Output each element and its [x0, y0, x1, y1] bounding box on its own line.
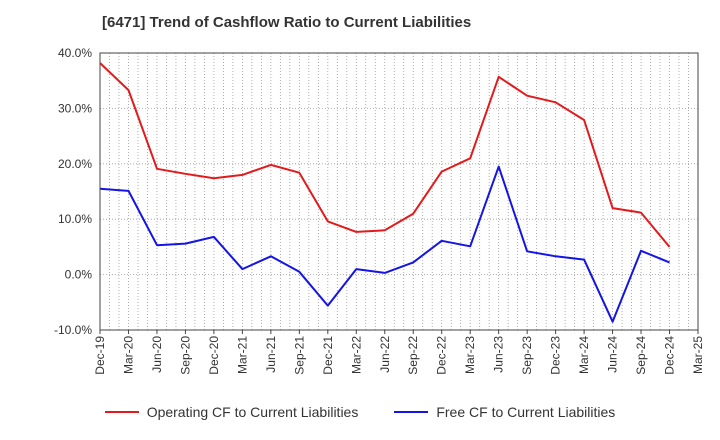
x-tick-label: Mar-23 [463, 336, 477, 374]
y-tick-label: 30.0% [58, 101, 92, 115]
x-tick-label: Dec-22 [435, 336, 449, 375]
y-tick-label: 0.0% [65, 268, 93, 282]
x-axis-ticks: Dec-19 Mar-20 Jun-20 Sep-20 Dec-20 Mar-21 Jun-… [93, 330, 705, 375]
x-tick-label: Mar-20 [121, 336, 135, 374]
x-tick-label: Mar-25 [691, 336, 705, 374]
x-tick-label: Jun-20 [150, 336, 164, 373]
x-tick-label: Mar-22 [349, 336, 363, 374]
y-tick-label: 10.0% [58, 212, 92, 226]
x-tick-label: Dec-19 [93, 336, 107, 375]
x-tick-label: Jun-24 [606, 336, 620, 373]
x-tick-label: Dec-23 [549, 336, 563, 375]
x-tick-label: Jun-22 [378, 336, 392, 373]
legend-item-operating: Operating CF to Current Liabilities [104, 404, 359, 420]
x-tick-label: Dec-24 [663, 336, 677, 375]
y-tick-label: 40.0% [58, 46, 92, 60]
y-tick-label: 20.0% [58, 157, 92, 171]
x-tick-label: Mar-24 [577, 336, 591, 374]
x-tick-label: Dec-21 [321, 336, 335, 375]
legend-label-free: Free CF to Current Liabilities [436, 404, 616, 420]
x-tick-label: Sep-24 [634, 336, 648, 375]
grid-lines [100, 52, 698, 331]
legend-label-operating: Operating CF to Current Liabilities [146, 404, 359, 420]
plot-frame [99, 52, 699, 331]
x-tick-label: Sep-23 [520, 336, 534, 375]
y-axis-ticks: 40.0% 30.0% 20.0% 10.0% 0.0% -10.0% [54, 46, 92, 337]
x-tick-label: Dec-20 [207, 336, 221, 375]
x-tick-label: Sep-22 [406, 336, 420, 375]
series-line-free-cf [99, 165, 670, 323]
legend-item-free: Free CF to Current Liabilities [394, 404, 615, 420]
x-tick-label: Jun-21 [264, 336, 278, 373]
y-tick-label: -10.0% [54, 323, 92, 337]
x-tick-label: Jun-23 [492, 336, 506, 373]
series-lines [99, 62, 671, 323]
legend-swatch-free [394, 411, 429, 413]
x-tick-label: Sep-20 [178, 336, 192, 375]
legend: Operating CF to Current Liabilities Free… [0, 404, 720, 420]
series-line-operating-cf [99, 62, 671, 248]
x-tick-label: Mar-21 [235, 336, 249, 374]
legend-swatch-operating [104, 411, 139, 413]
x-tick-label: Sep-21 [292, 336, 306, 375]
chart-title: [6471] Trend of Cashflow Ratio to Curren… [102, 14, 472, 31]
